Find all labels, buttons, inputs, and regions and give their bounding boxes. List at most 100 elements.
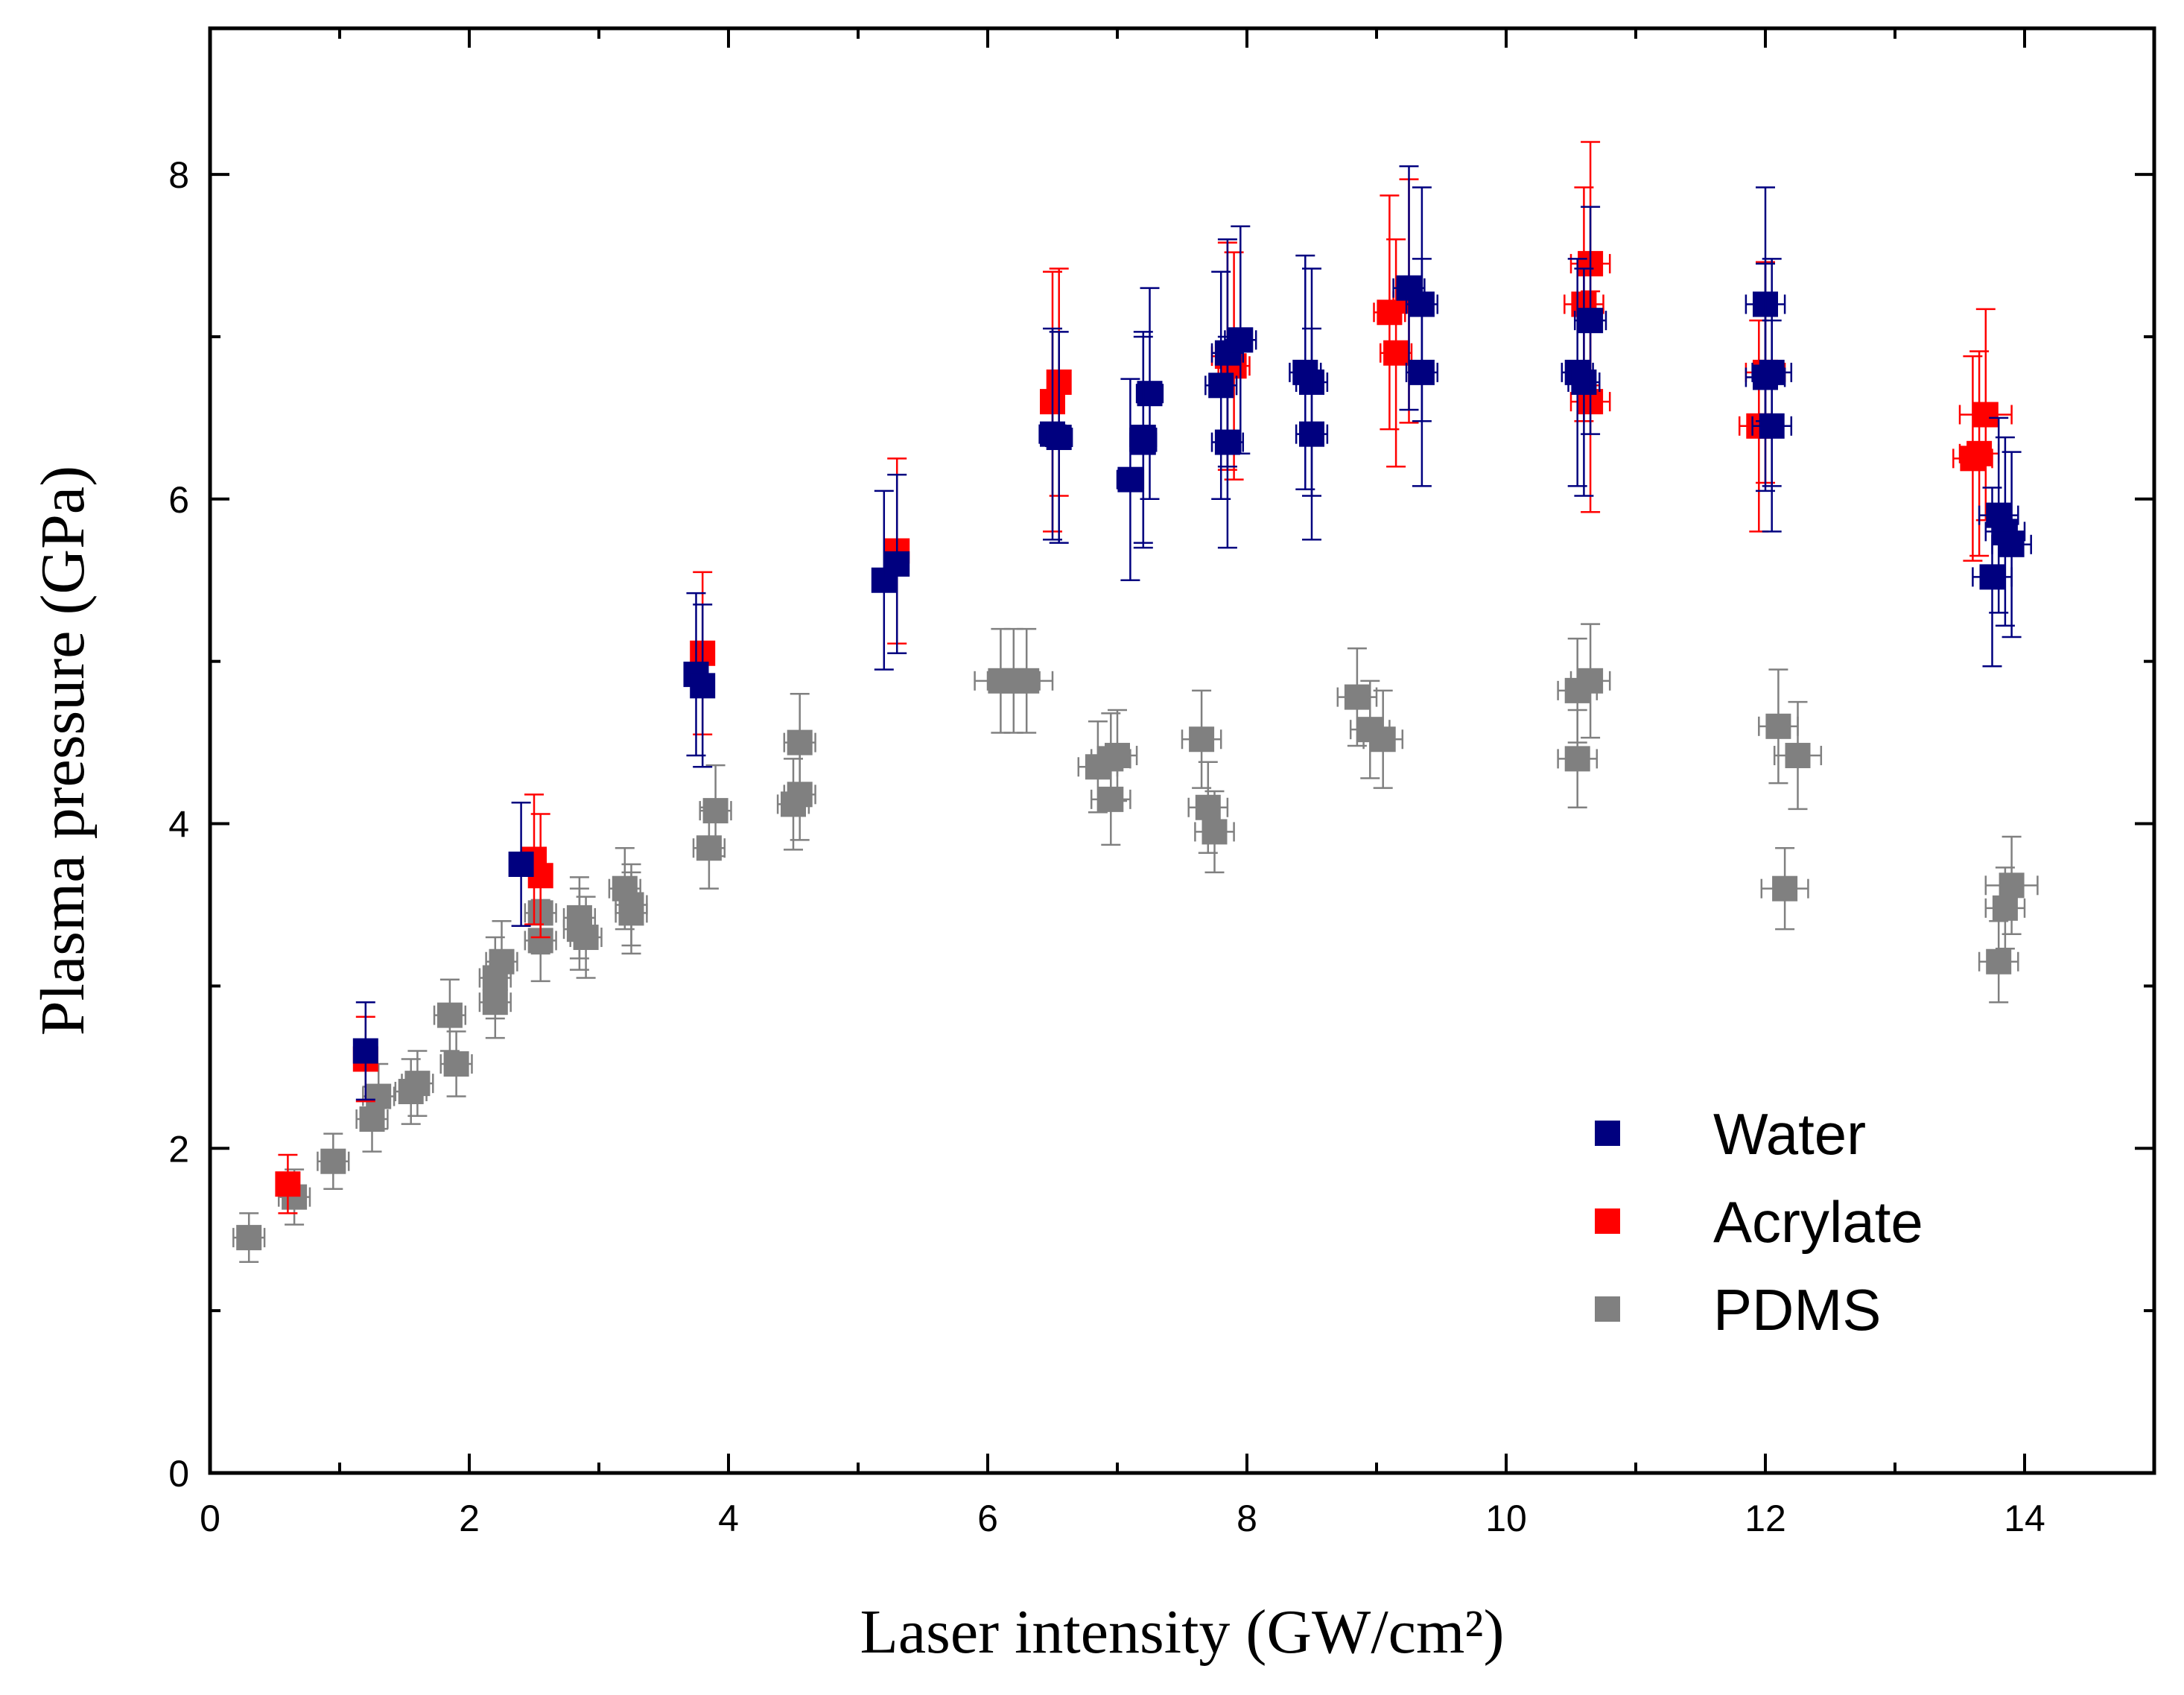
- data-point: [439, 1030, 473, 1097]
- data-point: [1090, 753, 1131, 846]
- data-point: [1373, 194, 1406, 431]
- y-tick-label: 6: [168, 479, 189, 521]
- y-axis-title: Plasma pressure (GPa): [28, 466, 98, 1036]
- y-tick-label: 0: [168, 1453, 189, 1495]
- point-marker: [1785, 743, 1811, 769]
- tick-labels: 0 2 4 6 8 10 12 14 0 2 4 6 8: [168, 154, 2045, 1539]
- point-marker: [1014, 668, 1040, 694]
- data-point: [1135, 287, 1164, 501]
- point-marker: [1130, 429, 1156, 455]
- point-marker: [1992, 895, 2018, 921]
- point-marker: [1344, 684, 1370, 710]
- x-tick-label: 14: [2004, 1498, 2045, 1539]
- point-marker: [1117, 466, 1143, 492]
- point-marker: [1195, 794, 1221, 820]
- series-acrylate: [275, 141, 2013, 1214]
- point-marker: [1189, 726, 1215, 753]
- legend-swatch: [1595, 1208, 1620, 1234]
- data-point: [1760, 846, 1809, 931]
- data-point: [1991, 451, 2032, 639]
- data-point: [1000, 627, 1054, 734]
- data-point: [1984, 866, 2026, 950]
- data-point: [1210, 335, 1245, 549]
- data-point: [401, 1050, 434, 1117]
- x-tick-label: 0: [200, 1498, 220, 1539]
- y-tick-label: 8: [168, 154, 189, 196]
- axis-ticks: [209, 28, 2154, 1474]
- point-marker: [1578, 308, 1604, 334]
- data-point: [485, 920, 518, 1004]
- point-marker: [690, 673, 716, 699]
- point-marker: [1201, 819, 1228, 845]
- data-point: [1129, 335, 1158, 549]
- point-marker: [884, 551, 910, 577]
- point-marker: [1137, 381, 1163, 407]
- data-point: [1204, 270, 1238, 501]
- y-tick-label: 2: [168, 1128, 189, 1170]
- point-marker: [1972, 402, 1999, 428]
- data-point: [508, 801, 534, 928]
- legend-item-water: Water: [1595, 1101, 1866, 1167]
- data-point: [569, 896, 603, 979]
- legend-label: Acrylate: [1713, 1189, 1923, 1255]
- legend: Water Acrylate PDMS: [1595, 1101, 1923, 1343]
- point-marker: [1772, 875, 1798, 902]
- data-point: [1758, 668, 1799, 785]
- data-series-layer: [232, 141, 2039, 1264]
- data-point: [884, 473, 910, 655]
- data-point: [362, 1062, 396, 1130]
- point-marker: [489, 948, 515, 975]
- data-point: [1295, 327, 1329, 541]
- legend-swatch: [1595, 1121, 1620, 1146]
- data-point: [433, 978, 467, 1052]
- data-point: [1569, 623, 1611, 739]
- data-point: [1379, 238, 1413, 468]
- point-marker: [443, 1051, 469, 1077]
- point-marker: [1383, 340, 1409, 366]
- data-point: [699, 764, 732, 858]
- data-point: [1573, 206, 1607, 435]
- point-marker: [1571, 369, 1597, 395]
- x-tick-label: 2: [459, 1498, 480, 1539]
- legend-item-pdms: PDMS: [1595, 1277, 1881, 1343]
- point-marker: [437, 1002, 463, 1028]
- point-marker: [508, 852, 534, 878]
- point-marker: [573, 925, 599, 951]
- point-marker: [1765, 713, 1791, 739]
- x-tick-label: 12: [1745, 1498, 1786, 1539]
- x-tick-label: 4: [718, 1498, 739, 1539]
- data-point: [1045, 331, 1073, 544]
- legend-label: PDMS: [1713, 1277, 1881, 1343]
- x-tick-label: 6: [977, 1498, 998, 1539]
- data-point: [1116, 378, 1145, 581]
- point-marker: [404, 1071, 431, 1097]
- data-point: [1958, 308, 2013, 522]
- point-marker: [1228, 327, 1254, 353]
- x-tick-label: 10: [1485, 1498, 1527, 1539]
- data-point: [690, 603, 716, 768]
- data-point: [615, 871, 648, 955]
- point-marker: [1409, 359, 1435, 385]
- point-marker: [1046, 425, 1072, 451]
- data-point: [232, 1212, 266, 1264]
- point-marker: [1578, 668, 1604, 694]
- data-point: [352, 1001, 378, 1101]
- x-tick-label: 8: [1237, 1498, 1257, 1539]
- plot-frame: [208, 26, 2156, 1475]
- point-marker: [1098, 786, 1124, 812]
- legend-item-acrylate: Acrylate: [1595, 1189, 1923, 1255]
- data-point: [1557, 709, 1599, 809]
- point-marker: [1999, 872, 2025, 899]
- data-point: [275, 1153, 301, 1214]
- data-point: [783, 692, 816, 793]
- data-point: [1362, 689, 1404, 789]
- point-marker: [1564, 746, 1590, 772]
- data-point: [1224, 225, 1257, 455]
- y-tick-label: 4: [168, 804, 189, 846]
- point-marker: [352, 1038, 378, 1064]
- point-marker: [1966, 440, 1993, 466]
- series-water: [352, 165, 2032, 1101]
- point-marker: [1208, 373, 1234, 399]
- point-marker: [1986, 948, 2012, 975]
